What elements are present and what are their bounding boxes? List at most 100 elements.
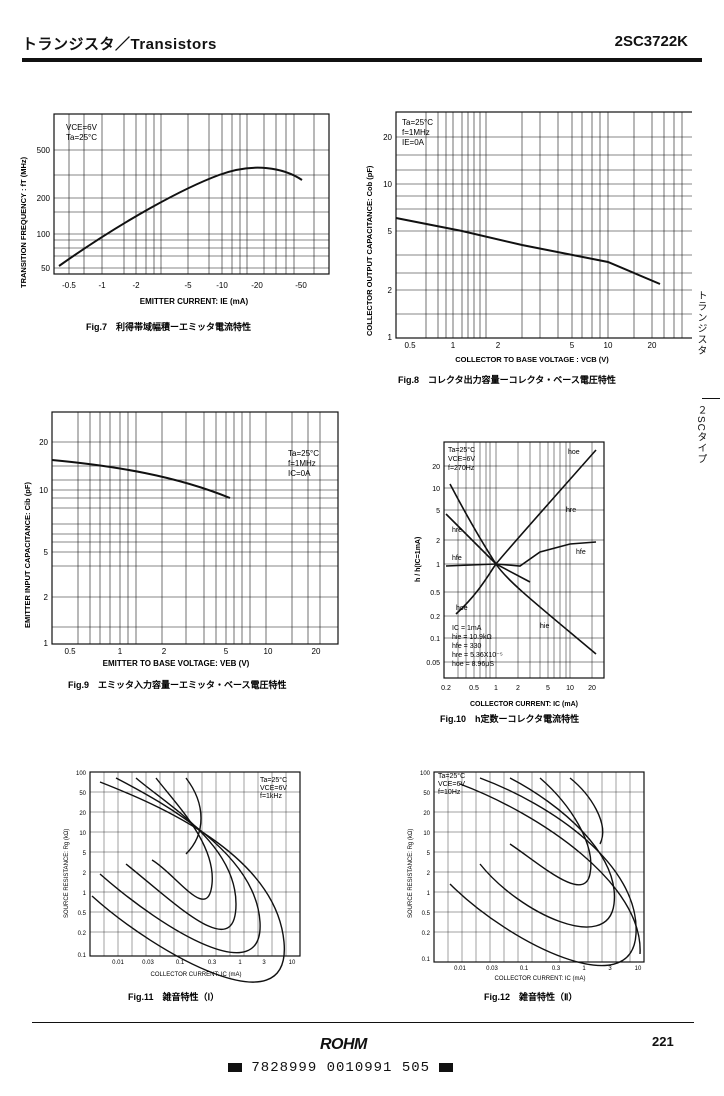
fig11-xtick: 0.03 [142,960,154,966]
fig12-ytick: 0.5 [422,911,431,917]
fig7-xtick: -50 [295,281,307,290]
fig12-xtick: 0.03 [486,966,498,972]
fig12-x-axis-label: COLLECTOR CURRENT: IC (mA) [495,976,586,982]
fig8-x-ticks: 0.5 1 2 5 10 20 [404,341,657,350]
fig7-xtick: -2 [132,281,140,290]
fig10-y-ticks: 20 10 5 2 1 0.5 0.2 0.1 0.05 [426,464,440,667]
header-rule [22,58,702,62]
fig12-ytick: 100 [420,771,431,777]
fig11-xtick: 10 [289,960,296,966]
fig7-ytick: 500 [37,146,51,155]
fig10-label-hre-right: hre [566,507,576,514]
fig9-chart: Ta=25°C f=1MHz IC=0A 20 10 5 2 1 0.5 1 2… [23,411,339,690]
fig10-caption: Fig.10 h定数ーコレクタ電流特性 [440,713,579,724]
fig9-y-axis-label: EMITTER INPUT CAPACITANCE: Cib (pF) [23,482,32,628]
fig10-condition-vce: VCE=6V [448,456,475,463]
fig11-ytick: 0.2 [78,931,87,937]
fig12-contour [509,777,592,886]
fig11-y-ticks: 100 50 20 10 5 2 1 0.5 0.2 0.1 [76,771,87,959]
fig10-ref: hre = 5.36X10⁻⁵ [452,652,503,659]
fig8-ytick: 20 [383,133,392,142]
fig12-xtick: 0.1 [520,966,529,972]
fig11-condition-ta: Ta=25°C [260,776,287,784]
fig8-ytick: 1 [388,333,393,342]
fig12-condition-f: f=10Hz [438,789,461,796]
fig9-cib-curve [51,459,231,499]
fig10-ref: IC = 1mA [452,625,482,632]
fig10-label-hre: hre [452,527,462,534]
fig7-grid [54,114,329,274]
fig9-x-ticks: 0.5 1 2 5 10 20 [64,647,321,656]
fig11-x-ticks: 0.01 0.03 0.1 0.3 1 3 10 [112,960,296,966]
fig8-xtick: 1 [451,341,456,350]
fig7-x-axis-label: EMITTER CURRENT: IE (mA) [140,297,249,306]
fig11-ytick: 20 [79,811,86,817]
fig7-y-ticks: 500 200 100 50 [37,146,51,273]
fig11-xtick: 0.3 [208,960,217,966]
fig10-y-axis-label: h / h(IC=1mA) [415,537,422,582]
fig10-hre-curve [445,513,531,583]
fig12-xtick: 0.01 [454,966,466,972]
fig10-chart: hre hfe hoe hoe hre hfe hie Ta=25°C VCE=… [415,441,605,724]
page-header-title: トランジスタ／Transistors [22,36,217,53]
fig9-y-ticks: 20 10 5 2 1 [39,438,48,648]
fig12-ytick: 20 [423,811,430,817]
fig9-xtick: 2 [162,647,167,656]
fig9-xtick: 0.5 [64,647,76,656]
fig11-ytick: 50 [79,791,86,797]
fig10-xtick: 0.5 [469,685,479,692]
fig11-ytick: 0.1 [78,953,87,959]
fig7-x-ticks: -0.5 -1 -2 -5 -10 -20 -50 [62,281,307,290]
fig11-x-axis-label: COLLECTOR CURRENT: IC (mA) [151,972,242,978]
fig12-contour [459,783,641,955]
fig7-ytick: 50 [41,264,50,273]
fig9-condition-f: f=1MHz [288,459,316,468]
fig10-xtick: 1 [494,685,498,692]
fig10-ytick: 0.05 [426,660,440,667]
fig10-label-hoe: hoe [456,605,468,612]
fig12-ytick: 10 [423,831,430,837]
fig11-xtick: 1 [238,960,242,966]
fig8-condition-ta: Ta=25°C [402,118,433,127]
fig9-x-axis-label: EMITTER TO BASE VOLTAGE: VEB (V) [103,659,250,668]
fig10-ytick: 0.5 [430,590,440,597]
fig10-ytick: 0.2 [430,614,440,621]
fig7-xtick: -20 [251,281,263,290]
fig8-y-axis-label: COLLECTOR OUTPUT CAPACITANCE: Cob (pF) [365,165,374,336]
fig7-chart: VCE=6V Ta=25°C 500 200 100 50 -0.5 -1 -2… [19,113,330,332]
fig12-contour [569,777,604,845]
fig8-xtick: 10 [604,341,613,350]
side-label-transistors: トランジスタ [695,290,706,356]
fig12-xtick: 0.3 [552,966,561,972]
fig9-condition-ta: Ta=25°C [288,449,319,458]
fig10-xtick: 2 [516,685,520,692]
fig9-grid [52,412,338,644]
fig12-grid [434,772,644,962]
fig10-condition-ta: Ta=25°C [448,446,475,454]
fig9-xtick: 1 [118,647,123,656]
fig12-condition-ta: Ta=25°C [438,772,465,780]
fig8-cob-curve [395,217,661,285]
fig10-ref: hoe = 8.96μS [452,661,494,668]
fig7-condition-vce: VCE=6V [66,123,98,132]
fig7-condition-ta: Ta=25°C [66,133,97,142]
fig10-label-hie: hie [540,623,549,630]
barcode-strip: 7828999 0010991 505 [228,1060,454,1076]
fig7-ytick: 200 [37,194,51,203]
fig8-ytick: 2 [388,286,393,295]
fig10-hfe-curve [445,541,597,567]
fig7-xtick: -5 [184,281,192,290]
fig8-xtick: 5 [570,341,575,350]
fig11-ytick: 100 [76,771,87,777]
fig9-caption: Fig.9 エミッタ入力容量ーエミッタ・ベース電圧特性 [68,679,287,690]
fig8-x-axis-label: COLLECTOR TO BASE VOLTAGE : VCB (V) [455,355,609,364]
fig12-ytick: 5 [427,851,431,857]
fig11-ytick: 10 [79,831,86,837]
fig7-xtick: -0.5 [62,281,76,290]
fig11-y-axis-label: SOURCE RESISTANCE: Rg (kΩ) [64,829,70,918]
fig11-contour [125,777,237,930]
fig9-xtick: 10 [264,647,273,656]
barcode-block-left [228,1062,242,1072]
fig9-ytick: 2 [44,593,49,602]
page-number: 221 [652,1034,674,1049]
